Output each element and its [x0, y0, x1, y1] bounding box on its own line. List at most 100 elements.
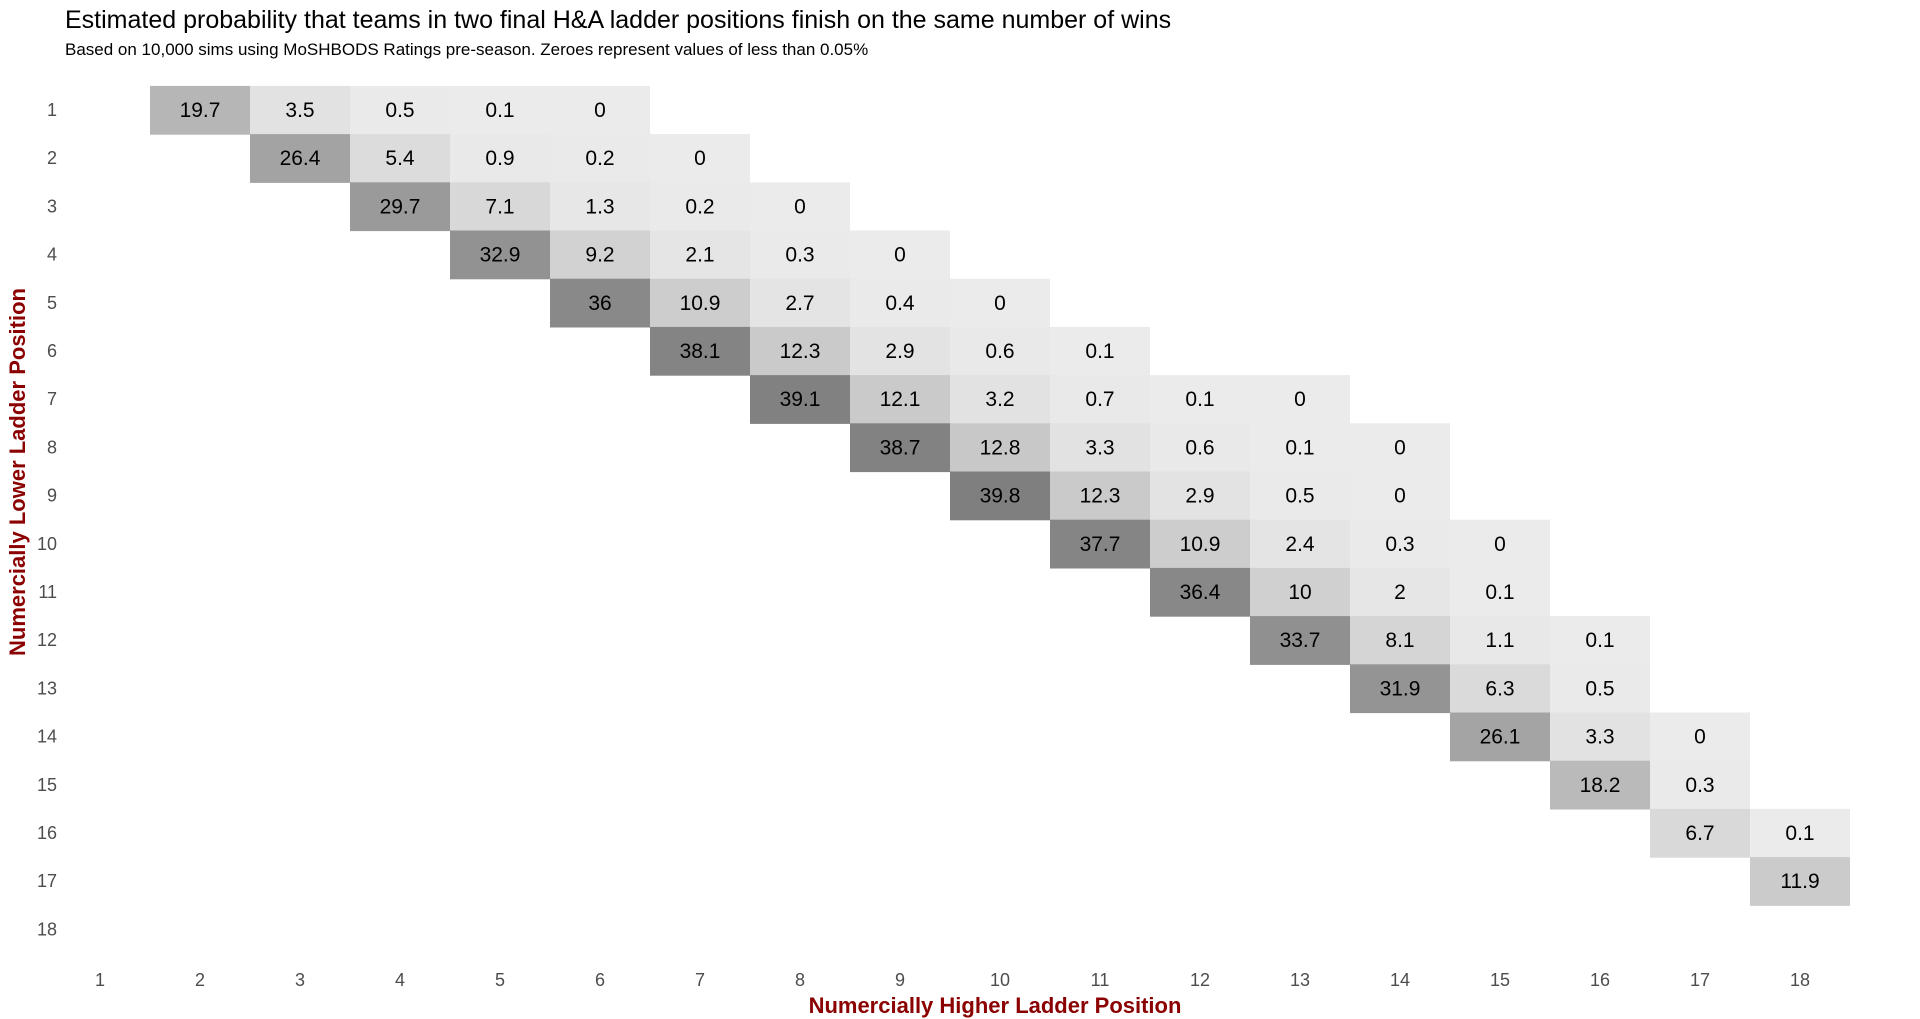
heatmap-cell: [1050, 326, 1150, 376]
heatmap-cell: [550, 182, 650, 232]
x-tick-label: 5: [495, 970, 505, 990]
cell-value-label: 6.3: [1485, 677, 1514, 700]
heatmap-cell: [1150, 375, 1250, 424]
heatmap-cell: [1250, 471, 1350, 521]
x-tick-label: 4: [395, 970, 405, 990]
cell-value-label: 0: [1394, 485, 1406, 508]
cell-value-label: 6.7: [1685, 822, 1714, 845]
heatmap-cell: [1250, 567, 1350, 617]
cell-value-label: 8.1: [1385, 629, 1414, 652]
x-tick-label: 15: [1490, 970, 1510, 990]
heatmap-cell: [1050, 423, 1150, 473]
heatmap-cell: [550, 278, 650, 328]
heatmap-cell: [250, 85, 350, 135]
cell-value-label: 0.9: [485, 147, 514, 170]
heatmap-cell: [1350, 519, 1450, 569]
cell-value-label: 2.7: [785, 292, 814, 315]
heatmap-cell: [850, 375, 950, 424]
cell-value-label: 0.6: [985, 340, 1014, 363]
heatmap-cell: [1150, 471, 1250, 521]
heatmap-cell: [350, 85, 450, 135]
heatmap-cell: [850, 326, 950, 376]
heatmap-cell: [750, 230, 850, 280]
cell-value-label: 19.7: [180, 99, 221, 122]
heatmap-cell: [1350, 471, 1450, 521]
heatmap-cell: [350, 182, 450, 232]
heatmap-cell: [1150, 423, 1250, 473]
heatmap-cell: [1450, 567, 1550, 617]
cell-value-label: 39.8: [980, 485, 1021, 508]
heatmap-cell: [950, 375, 1050, 424]
heatmap-cells: [150, 85, 1850, 906]
heatmap-cell: [1450, 664, 1550, 714]
cell-value-label: 0.2: [685, 195, 714, 218]
cell-value-label: 3.5: [285, 99, 314, 122]
heatmap-cell: [650, 182, 750, 232]
cell-value-label: 2.1: [685, 244, 714, 267]
cell-value-label: 0.7: [1085, 388, 1114, 411]
heatmap-cell: [450, 85, 550, 135]
cell-value-label: 2: [1394, 581, 1406, 604]
x-tick-label: 14: [1390, 970, 1410, 990]
cell-value-label: 33.7: [1280, 629, 1321, 652]
y-tick-label: 7: [47, 389, 57, 409]
cell-value-label: 0.1: [1085, 340, 1114, 363]
heatmap-cell: [950, 326, 1050, 376]
cell-value-label: 0.1: [1585, 629, 1614, 652]
cell-value-label: 1.1: [1485, 629, 1514, 652]
heatmap-cell: [750, 278, 850, 328]
heatmap-cell: [1450, 712, 1550, 762]
y-tick-label: 13: [37, 678, 57, 698]
y-tick-label: 14: [37, 727, 57, 747]
heatmap-cell: [1750, 857, 1850, 906]
cell-value-label: 0.1: [1785, 822, 1814, 845]
heatmap-cell: [650, 134, 750, 183]
heatmap-cell: [950, 278, 1050, 328]
heatmap-cell: [250, 134, 350, 183]
heatmap-cell: [1650, 808, 1750, 858]
cell-value-label: 3.3: [1585, 726, 1614, 749]
cell-value-label: 18.2: [1580, 774, 1621, 797]
heatmap-cell: [1250, 616, 1350, 665]
heatmap-cell: [1550, 664, 1650, 714]
y-tick-label: 16: [37, 823, 57, 843]
cell-value-label: 0.1: [485, 99, 514, 122]
heatmap-cell: [750, 182, 850, 232]
y-tick-label: 4: [47, 245, 57, 265]
cell-value-label: 10.9: [1180, 533, 1221, 556]
cell-value-label: 3.2: [985, 388, 1014, 411]
cell-value-label: 37.7: [1080, 533, 1121, 556]
cell-value-label: 0: [894, 244, 906, 267]
heatmap-cell: [1350, 423, 1450, 473]
heatmap-cell: [450, 182, 550, 232]
cell-value-label: 0.1: [1185, 388, 1214, 411]
heatmap-cell: [650, 326, 750, 376]
x-tick-label: 16: [1590, 970, 1610, 990]
x-axis-ticks: 1 2 3 4 5 6 7 8 9 10 11 12 13 14 15 16 17 18: [95, 970, 1810, 990]
heatmap-cell: [1650, 760, 1750, 810]
cell-value-label: 11.9: [1780, 870, 1819, 893]
x-tick-label: 3: [295, 970, 305, 990]
x-tick-label: 12: [1190, 970, 1210, 990]
y-tick-label: 9: [47, 486, 57, 506]
cell-value-label: 0: [994, 292, 1006, 315]
cell-value-label: 31.9: [1380, 677, 1421, 700]
cell-value-label: 3.3: [1085, 436, 1114, 459]
heatmap-cell: [850, 423, 950, 473]
y-tick-label: 5: [47, 293, 57, 313]
cell-value-label: 0: [694, 147, 706, 170]
heatmap-cell: [1550, 712, 1650, 762]
chart-title: Estimated probability that teams in two …: [65, 6, 1172, 34]
cell-value-label: 2.4: [1285, 533, 1315, 556]
cell-value-label: 38.1: [680, 340, 721, 363]
y-tick-label: 2: [47, 148, 57, 168]
cell-value-label: 0: [1394, 436, 1406, 459]
cell-value-label: 12.1: [880, 388, 921, 411]
heatmap-cell: [750, 326, 850, 376]
heatmap-cell: [950, 423, 1050, 473]
cell-value-label: 0.4: [885, 292, 915, 315]
x-tick-label: 10: [990, 970, 1010, 990]
y-tick-label: 17: [37, 871, 57, 891]
heatmap-cell: [350, 134, 450, 183]
